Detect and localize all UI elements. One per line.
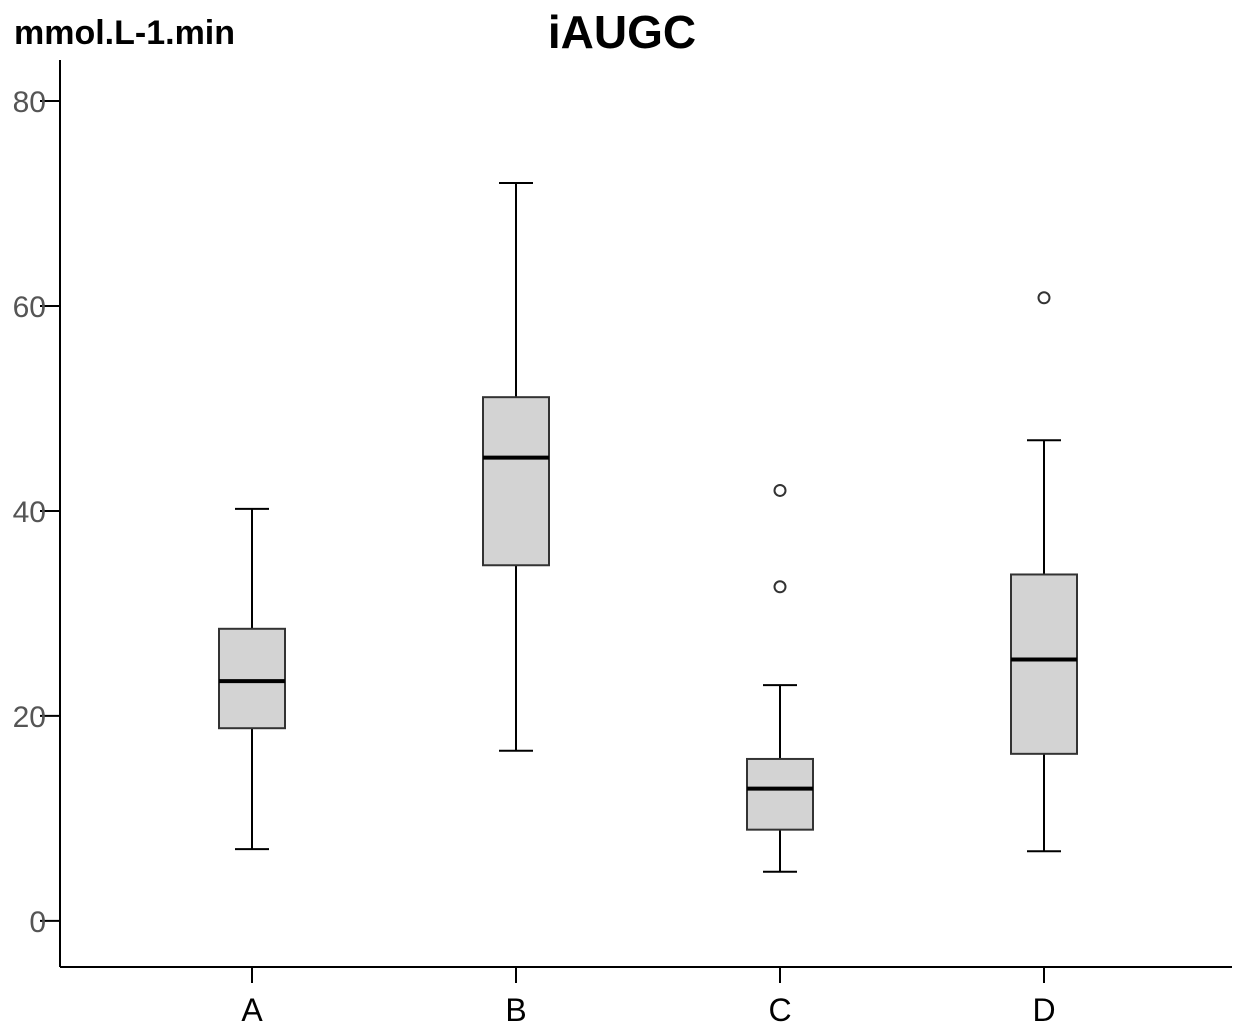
x-tick-label: A bbox=[241, 992, 263, 1028]
chart-title: iAUGC bbox=[548, 6, 696, 58]
box-d bbox=[1010, 291, 1078, 853]
y-tick-label: 0 bbox=[29, 906, 46, 939]
iqr-box bbox=[1010, 573, 1078, 755]
x-tick-label: D bbox=[1032, 992, 1055, 1028]
y-tick-label: 80 bbox=[13, 86, 46, 119]
box-b bbox=[482, 181, 550, 752]
y-axis-unit-label: mmol.L-1.min bbox=[14, 14, 235, 52]
x-tick-label: C bbox=[768, 992, 791, 1028]
x-tick-label: B bbox=[505, 992, 526, 1028]
iqr-box bbox=[746, 757, 814, 831]
outlier-point bbox=[773, 580, 787, 594]
outlier-point bbox=[1037, 291, 1051, 305]
iqr-box bbox=[218, 627, 286, 730]
y-tick-label: 60 bbox=[13, 291, 46, 324]
y-tick-label: 40 bbox=[13, 496, 46, 529]
y-tick-label: 20 bbox=[13, 701, 46, 734]
box-series bbox=[218, 181, 1078, 873]
box-a bbox=[218, 507, 286, 851]
x-axis-ticks: A B C D bbox=[241, 967, 1056, 1028]
box-c bbox=[746, 483, 814, 873]
y-axis-ticks: 0 20 40 60 80 bbox=[13, 86, 60, 939]
iqr-box bbox=[482, 396, 550, 567]
outlier-point bbox=[773, 483, 787, 497]
